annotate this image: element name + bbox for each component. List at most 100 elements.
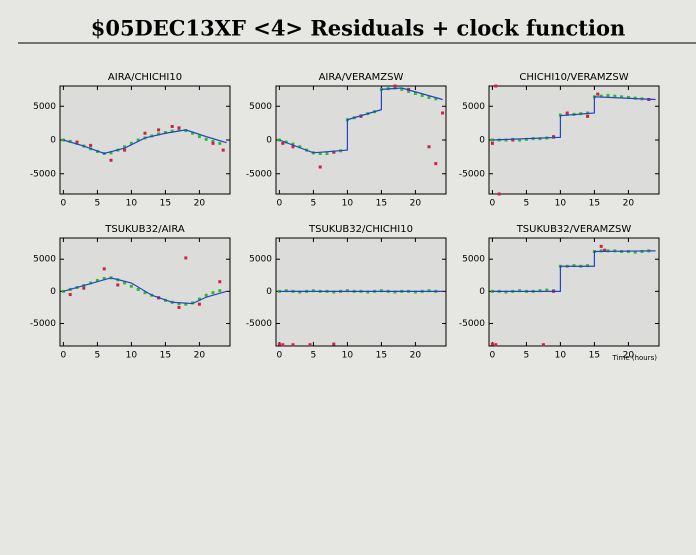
residual-point — [603, 248, 607, 252]
x-tick-label: 0 — [61, 351, 67, 361]
residual-point — [420, 93, 424, 97]
residual-point — [197, 302, 201, 306]
x-tick-label: 5 — [95, 199, 101, 209]
residual-point — [626, 95, 630, 99]
residual-point — [318, 165, 322, 169]
x-tick-label: 20 — [410, 199, 422, 209]
residual-point — [177, 126, 181, 130]
panel-title: AIRA/CHICHI10 — [108, 72, 182, 83]
clock-function — [279, 87, 443, 154]
x-tick-label: 15 — [160, 199, 171, 209]
residual-point — [204, 293, 208, 297]
y-tick-label: 5000 — [462, 255, 485, 265]
residual-point — [68, 293, 72, 297]
residual-point — [586, 264, 590, 268]
y-tick-label: 5000 — [249, 255, 272, 265]
x-tick-label: 0 — [490, 351, 496, 361]
residual-point — [291, 142, 295, 146]
residual-point — [545, 288, 549, 292]
residual-point — [116, 283, 120, 287]
residual-point — [345, 289, 349, 293]
residual-point — [197, 135, 201, 139]
residual-point — [427, 95, 431, 99]
plot-area — [488, 237, 660, 347]
residual-point — [311, 289, 315, 293]
residual-point — [494, 343, 498, 347]
x-tick-label: 5 — [311, 351, 317, 361]
residual-point — [82, 286, 86, 290]
residual-point — [211, 291, 215, 295]
x-tick-label: 10 — [126, 199, 138, 209]
x-tick-label: 20 — [410, 351, 422, 361]
residual-point — [102, 267, 106, 271]
y-tick-label: 5000 — [33, 102, 56, 112]
residual-point — [157, 132, 161, 136]
residual-point — [184, 302, 188, 306]
residual-point — [332, 290, 336, 294]
residual-point — [586, 114, 590, 118]
plot-area — [488, 85, 660, 195]
residual-point — [68, 139, 72, 143]
x-tick-label: 20 — [623, 199, 635, 209]
residual-point — [599, 94, 603, 98]
panel-title: TSUKUB32/AIRA — [104, 224, 185, 235]
x-tick-label: 0 — [61, 199, 67, 209]
clock-function — [492, 250, 656, 292]
residual-point — [599, 244, 603, 248]
residual-point — [434, 97, 438, 101]
y-tick-label: 0 — [266, 287, 272, 297]
y-tick-label: 0 — [479, 287, 485, 297]
residual-point — [204, 137, 208, 141]
residual-point — [366, 290, 370, 294]
y-tick-label: 5000 — [33, 255, 56, 265]
residual-point — [184, 256, 188, 260]
residual-point — [298, 290, 302, 294]
residual-point — [218, 289, 222, 293]
plot-area — [59, 85, 231, 195]
residual-point — [400, 87, 404, 91]
y-tick-label: -5000 — [30, 169, 56, 179]
residual-point — [379, 289, 383, 293]
residual-point — [298, 145, 302, 149]
residual-point — [524, 137, 528, 141]
residual-point — [129, 141, 133, 145]
x-tick-label: 15 — [160, 351, 171, 361]
residual-point — [102, 277, 106, 280]
residual-point — [427, 145, 431, 149]
residual-point — [143, 291, 147, 295]
residual-point — [170, 125, 174, 128]
residual-point — [177, 128, 181, 132]
residual-point — [332, 342, 336, 346]
x-tick-label: 15 — [589, 351, 600, 361]
residual-point — [490, 141, 494, 145]
x-tick-label: 10 — [555, 351, 567, 361]
residual-point — [393, 84, 397, 88]
residual-point — [633, 250, 637, 254]
x-tick-label: 10 — [126, 351, 138, 361]
residual-point — [211, 141, 215, 145]
residual-point — [277, 342, 281, 346]
y-tick-label: 5000 — [249, 102, 272, 112]
residual-point — [407, 89, 411, 93]
residual-point — [565, 111, 569, 115]
clock-function — [492, 96, 656, 141]
residual-point — [332, 150, 336, 154]
residual-point — [318, 152, 322, 155]
residual-point — [518, 138, 522, 142]
y-tick-label: 0 — [50, 136, 56, 146]
residual-point — [170, 129, 174, 133]
y-tick-label: -5000 — [246, 319, 272, 329]
y-tick-label: -5000 — [459, 169, 485, 179]
residual-point — [518, 289, 522, 293]
residual-point — [606, 93, 610, 97]
residual-point — [184, 129, 188, 133]
x-tick-label: 5 — [524, 351, 530, 361]
residual-point — [191, 131, 195, 135]
residual-point — [89, 143, 93, 147]
residual-point — [75, 140, 79, 144]
residual-point — [89, 281, 93, 285]
residual-point — [177, 302, 181, 306]
residual-point — [504, 290, 508, 294]
x-tick-label: 5 — [311, 199, 317, 209]
